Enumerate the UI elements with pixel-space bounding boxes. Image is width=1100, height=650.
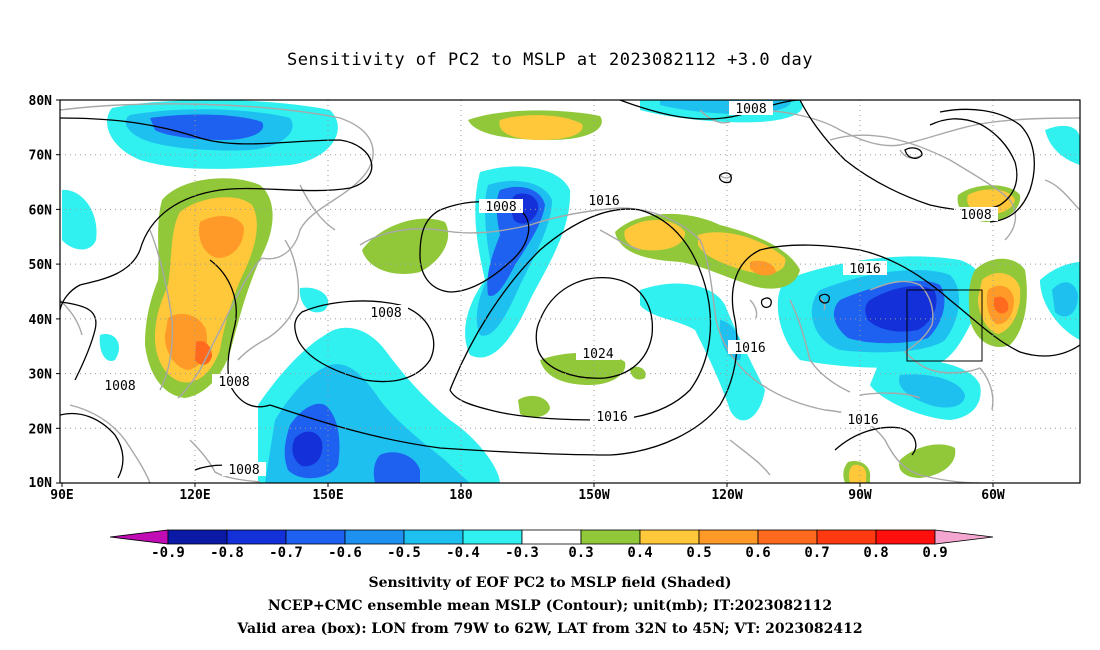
contour-label: 1016 [734,341,765,356]
caption-line-2: NCEP+CMC ensemble mean MSLP (Contour); u… [267,598,833,614]
colorbar-label: 0.5 [686,545,712,561]
lat-label: 60N [29,203,53,218]
lon-label: 120W [711,488,742,503]
contour-label: 1008 [370,306,401,321]
contour-label: 1008 [228,463,259,478]
contour-label: 1008 [735,102,766,117]
colorbar-label: -0.7 [269,545,303,561]
lat-label: 20N [29,422,53,437]
lon-label: 150E [312,488,343,503]
mslp-contours [60,100,1080,479]
colorbar-swatch [639,529,700,545]
contour-label: 1016 [849,262,880,277]
colorbar-swatch [167,529,228,545]
colorbar-label: -0.3 [505,545,539,561]
grid-lines [60,100,1080,483]
colorbar-label: 0.3 [568,545,594,561]
contour-label: 1008 [960,208,991,223]
lon-label: 150W [578,488,609,503]
colorbar-swatch [285,529,346,545]
colorbar-label: -0.8 [210,545,244,561]
lon-label: 90W [848,488,872,503]
colorbar-label: 0.4 [627,545,653,561]
contour-label: 1008 [485,200,516,215]
lat-label: 80N [29,94,53,109]
colorbar-swatch [580,529,641,545]
lat-label: 10N [29,476,53,491]
contour-label: 1024 [582,347,613,362]
colorbar-swatch [816,529,877,545]
contour-label: 1016 [847,413,878,428]
colorbar-arrow-left [109,529,169,545]
colorbar-label: -0.9 [151,545,185,561]
contour-label: 1016 [588,194,619,209]
lon-label: 60W [981,488,1005,503]
colorbar-swatch [462,529,523,545]
lat-label: 70N [29,149,53,164]
coastlines [60,103,1080,483]
colorbar-label: 0.9 [922,545,948,561]
lat-label: 50N [29,258,53,273]
contour-label: 1016 [596,410,627,425]
colorbar-swatch [757,529,818,545]
latitude-labels: 80N 70N 60N 50N 40N 30N 20N 10N [29,94,53,491]
colorbar-swatch [226,529,287,545]
colorbar-label: 0.7 [804,545,830,561]
lat-label: 40N [29,313,53,328]
lon-label: 90E [50,488,73,503]
colorbar-swatch [344,529,405,545]
colorbar-swatch [875,529,936,545]
shaded-field [62,100,1080,483]
map-title: Sensitivity of PC2 to MSLP at 2023082112… [286,50,813,70]
colorbar-label: 0.6 [745,545,771,561]
colorbar-label: 0.8 [863,545,889,561]
lon-label: 120E [179,488,210,503]
shading-redorange [195,296,1009,365]
colorbar-label: -0.4 [446,545,480,561]
contour-label: 1008 [104,379,135,394]
caption-line-3: Valid area (box): LON from 79W to 62W, L… [237,621,863,637]
tick-marks [56,99,994,487]
longitude-labels: 90E 120E 150E 180 150W 120W 90W 60W [50,488,1005,503]
lat-label: 30N [29,368,53,383]
contour-label: 1008 [218,375,249,390]
lon-label: 180 [449,488,473,503]
contour-labels: 1008 1016 1008 1008 1016 1024 1008 1016 … [98,101,998,478]
colorbar-swatch [403,529,464,545]
colorbar-label: -0.5 [387,545,421,561]
map-frame [59,99,1081,484]
valid-area-box [906,289,983,362]
caption-line-1: Sensitivity of EOF PC2 to MSLP field (Sh… [368,575,732,591]
colorbar-label: -0.6 [328,545,362,561]
colorbar-swatch [698,529,759,545]
colorbar [109,529,994,545]
colorbar-swatch [521,529,582,545]
colorbar-arrow-right [934,529,994,545]
